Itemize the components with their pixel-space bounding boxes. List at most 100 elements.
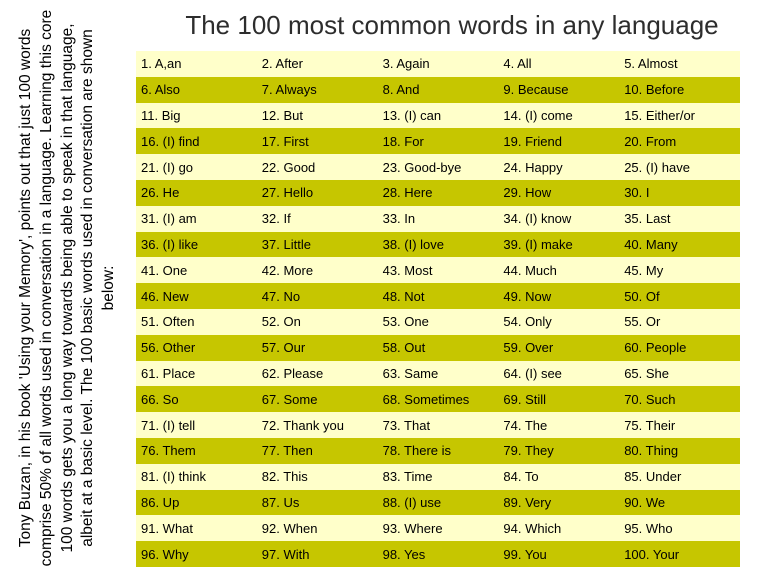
word-cell: 54. Only — [503, 314, 552, 330]
word-cell: 4. All — [503, 56, 532, 72]
word-cell: 38. (I) love — [382, 236, 445, 252]
word-cell: 74. The — [503, 417, 548, 433]
word-cell: 33. In — [382, 211, 416, 227]
table-row: 11. Big 12. But 13. (I) can 14. (I) come 15.… — [136, 102, 740, 129]
word-cell: 17. First — [261, 133, 309, 149]
table-row: 51. Often 52. On 53. One 54. Only 55. Or — [136, 308, 740, 335]
table-row: 46. New 47. No 48. Not 49. Now 50. Of — [136, 283, 740, 309]
word-cell: 60. People — [624, 340, 687, 356]
word-cell: 88. (I) use — [382, 494, 442, 510]
word-cell: 42. More — [261, 262, 314, 278]
word-cell: 94. Which — [503, 520, 562, 536]
word-cell: 31. (I) am — [141, 211, 197, 227]
word-cell: 9. Because — [503, 82, 569, 98]
table-row: 96. Why 97. With 98. Yes 99. You 100. Your — [136, 541, 740, 567]
word-cell: 93. Where — [382, 520, 443, 536]
word-cell: 97. With — [261, 546, 310, 562]
word-cell: 56. Other — [141, 340, 196, 356]
word-cell: 80. Thing — [624, 443, 679, 459]
word-cell: 61. Place — [141, 365, 196, 381]
word-cell: 12. But — [261, 107, 303, 123]
word-cell: 98. Yes — [382, 546, 426, 562]
word-cell: 3. Again — [382, 56, 430, 72]
word-cell: 82. This — [261, 469, 308, 485]
word-cell: 87. Us — [261, 494, 300, 510]
word-cell: 62. Please — [261, 365, 324, 381]
word-cell: 28. Here — [382, 185, 433, 201]
word-cell: 15. Either/or — [624, 107, 696, 123]
table-row: 76. Them 77. Then 78. There is 79. They 80. … — [136, 437, 740, 464]
side-note-container: Tony Buzan, in his book 'Using your Memo… — [0, 0, 136, 576]
word-cell: 6. Also — [141, 82, 181, 98]
word-cell: 89. Very — [503, 494, 552, 510]
word-cell: 18. For — [382, 133, 424, 149]
word-cell: 55. Or — [624, 314, 661, 330]
word-cell: 69. Still — [503, 391, 547, 407]
table-row: 41. One 42. More 43. Most 44. Much 45. My — [136, 257, 740, 284]
word-cell: 25. (I) have — [624, 159, 690, 175]
word-cell: 78. There is — [382, 443, 452, 459]
word-cell: 21. (I) go — [141, 159, 194, 175]
word-cell: 76. Them — [141, 443, 196, 459]
table-row: 16. (I) find 17. First 18. For 19. Friend 20… — [136, 128, 740, 155]
word-cell: 65. She — [624, 365, 670, 381]
word-cell: 95. Who — [624, 520, 673, 536]
table-row: 26. He 27. Hello 28. Here 29. How 30. I — [136, 179, 740, 206]
word-cell: 100. Your — [624, 546, 680, 562]
table-row: 66. So 67. Some 68. Sometimes 69. Still 70. … — [136, 386, 740, 413]
word-cell: 13. (I) can — [382, 107, 442, 123]
word-cell: 2. After — [261, 56, 303, 72]
word-cell: 70. Such — [624, 391, 676, 407]
table-row: 81. (I) think 82. This 83. Time 84. To 85. U… — [136, 463, 740, 490]
word-cell: 34. (I) know — [503, 211, 572, 227]
word-cell: 64. (I) see — [503, 365, 562, 381]
word-cell: 68. Sometimes — [382, 391, 470, 407]
word-cell: 48. Not — [382, 288, 425, 304]
word-cell: 66. So — [141, 391, 179, 407]
table-row: 6. Also 7. Always 8. And 9. Because 10. Befo… — [136, 76, 740, 103]
word-cell: 85. Under — [624, 469, 682, 485]
main-content: The 100 most common words in any languag… — [136, 0, 768, 576]
word-cell: 19. Friend — [503, 133, 562, 149]
word-cell: 37. Little — [261, 236, 311, 252]
word-cell: 59. Over — [503, 340, 554, 356]
word-cell: 43. Most — [382, 262, 433, 278]
word-cell: 77. Then — [261, 443, 313, 459]
table-row: 21. (I) go 22. Good 23. Good-bye 24. Happy 2… — [136, 154, 740, 180]
word-cell: 81. (I) think — [141, 469, 207, 485]
side-note: Tony Buzan, in his book 'Using your Memo… — [16, 9, 118, 567]
word-cell: 45. My — [624, 262, 664, 278]
word-cell: 67. Some — [261, 391, 318, 407]
word-cell: 52. On — [261, 314, 301, 330]
word-cell: 22. Good — [261, 159, 316, 175]
word-cell: 50. Of — [624, 288, 660, 304]
word-cell: 92. When — [261, 520, 318, 536]
table-row: 91. What 92. When 93. Where 94. Which 95. Wh… — [136, 515, 740, 542]
word-cell: 63. Same — [382, 365, 439, 381]
word-cell: 24. Happy — [503, 159, 563, 175]
word-cell: 83. Time — [382, 469, 433, 485]
word-cell: 8. And — [382, 82, 420, 98]
table-row: 1. A,an 2. After 3. Again 4. All 5. Almost — [136, 51, 740, 77]
word-cell: 79. They — [503, 443, 554, 459]
word-cell: 71. (I) tell — [141, 417, 196, 433]
word-cell: 35. Last — [624, 211, 671, 227]
page-title: The 100 most common words in any languag… — [185, 10, 719, 40]
word-cell: 75. Their — [624, 417, 676, 433]
word-cell: 16. (I) find — [141, 133, 200, 149]
word-cell: 58. Out — [382, 340, 426, 356]
word-cell: 57. Our — [261, 340, 306, 356]
word-cell: 40. Many — [624, 236, 678, 252]
word-table: 1. A,an 2. After 3. Again 4. All 5. Almost 6.… — [136, 51, 740, 567]
word-cell: 51. Often — [141, 314, 195, 330]
word-cell: 39. (I) make — [503, 236, 573, 252]
table-row: 61. Place 62. Please 63. Same 64. (I) see 65… — [136, 360, 740, 387]
word-cell: 5. Almost — [624, 56, 678, 72]
word-cell: 84. To — [503, 469, 539, 485]
word-cell: 99. You — [503, 546, 547, 562]
word-cell: 90. We — [624, 494, 666, 510]
word-cell: 29. How — [503, 185, 552, 201]
word-cell: 86. Up — [141, 494, 180, 510]
table-row: 36. (I) like 37. Little 38. (I) love 39. (I… — [136, 231, 740, 258]
table-row: 56. Other 57. Our 58. Out 59. Over 60. Peopl… — [136, 334, 740, 361]
